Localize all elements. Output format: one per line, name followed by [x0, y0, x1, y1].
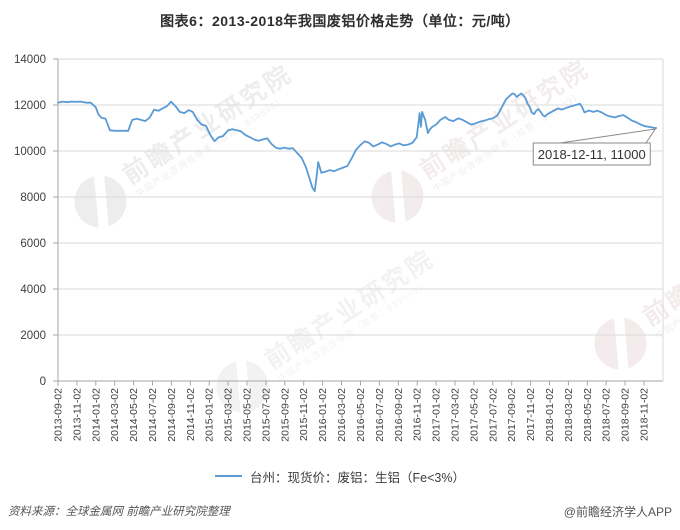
- x-axis-label: 2016-03-02: [336, 388, 348, 442]
- y-axis-label: 0: [40, 376, 46, 388]
- page-title: 图表6：2013-2018年我国废铝价格走势（单位：元/吨）: [160, 13, 520, 29]
- brand-credit: @前瞻经济学人APP: [563, 504, 672, 519]
- x-axis-label: 2015-05-02: [242, 388, 254, 442]
- y-axis-label: 6000: [20, 238, 46, 250]
- y-axis-label: 4000: [20, 284, 46, 296]
- x-axis-label: 2017-09-02: [506, 388, 518, 442]
- legend-series-label: 台州：现货价：废铝：生铝（Fe<3%）: [250, 470, 465, 485]
- x-axis-label: 2016-05-02: [355, 388, 367, 442]
- x-axis-label: 2014-05-02: [128, 388, 140, 442]
- x-axis-label: 2016-11-02: [412, 388, 424, 441]
- x-axis-label: 2017-01-02: [431, 388, 443, 442]
- x-axis-label: 2014-11-02: [185, 388, 197, 441]
- annotation-label: 2018-12-11, 11000: [538, 147, 646, 162]
- y-axis-label: 8000: [20, 192, 46, 204]
- x-axis-label: 2014-01-02: [90, 388, 102, 442]
- chart-legend: 台州：现货价：废铝：生铝（Fe<3%）: [0, 466, 680, 486]
- annotation-callout: 2018-12-11, 11000: [532, 128, 657, 166]
- x-axis-label: 2015-01-02: [204, 388, 216, 442]
- x-axis-label: 2015-07-02: [260, 388, 272, 442]
- x-axis-label: 2018-09-02: [620, 388, 632, 442]
- x-axis-label: 2014-09-02: [166, 388, 178, 442]
- x-axis-label: 2018-03-02: [563, 388, 575, 442]
- x-axis-label: 2018-11-02: [639, 388, 651, 441]
- x-axis-label: 2013-11-02: [71, 388, 83, 441]
- x-axis-label: 2015-11-02: [298, 388, 310, 441]
- y-axis-label: 12000: [14, 100, 46, 112]
- data-source-note: 资料来源：全球金属网 前瞻产业研究院整理: [8, 506, 230, 518]
- x-axis-label: 2018-01-02: [544, 388, 556, 442]
- x-axis-label: 2014-03-02: [109, 388, 121, 442]
- legend-line-marker: [215, 475, 243, 477]
- price-trend-line-chart: 0 2000 4000 6000 8000 10000 12000 14000 2013-09-…: [14, 54, 664, 442]
- x-axis-label: 2016-09-02: [393, 388, 405, 442]
- x-axis-label: 2017-05-02: [468, 388, 480, 442]
- footer: 资料来源：全球金属网 前瞻产业研究院整理 @前瞻经济学人APP: [0, 499, 680, 523]
- y-axis-label: 2000: [20, 330, 46, 342]
- x-axis-label: 2013-09-02: [53, 388, 65, 442]
- x-axis-label: 2018-07-02: [601, 388, 613, 442]
- x-axis-label: 2017-11-02: [525, 388, 537, 441]
- x-axis-label: 2018-05-02: [582, 388, 594, 442]
- y-axis-label: 10000: [14, 146, 46, 158]
- y-axis-label: 14000: [14, 54, 46, 66]
- price-line-series: [57, 92, 658, 193]
- x-axis-label: 2017-07-02: [487, 388, 499, 442]
- x-axis-label: 2016-07-02: [374, 388, 386, 442]
- x-axis-label: 2015-09-02: [279, 388, 291, 442]
- x-axis-label: 2014-07-02: [147, 388, 159, 442]
- x-axis-label: 2016-01-02: [317, 388, 329, 442]
- x-axis-label: 2017-03-02: [450, 388, 462, 442]
- x-axis-label: 2015-03-02: [223, 388, 235, 442]
